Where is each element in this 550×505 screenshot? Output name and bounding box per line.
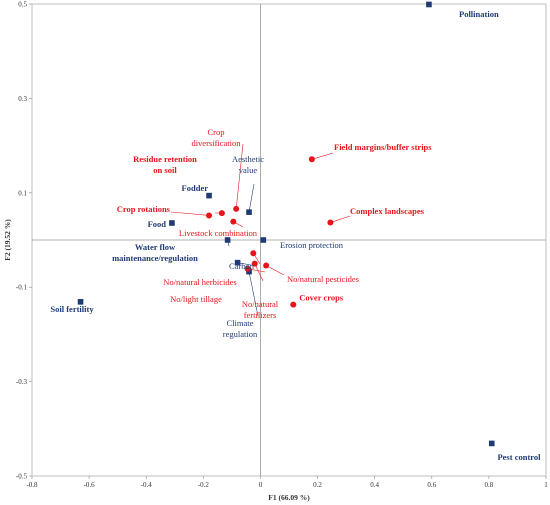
label-line: Fodder bbox=[182, 183, 209, 193]
service-point-label: Aesthetic value bbox=[232, 154, 264, 175]
leader-line bbox=[248, 271, 259, 317]
x-tick-label: 0.8 bbox=[485, 481, 494, 489]
label-line: Erosion protection bbox=[280, 240, 344, 250]
point-labels: Pollination Pest control Soil fertility Foo… bbox=[50, 9, 541, 462]
practice-point-marker bbox=[308, 156, 315, 163]
label-line: Field margins/buffer strips bbox=[334, 142, 432, 152]
axes: -0.8 -0.6 -0.4 -0.2 0 0.2 0.4 0.6 0.8 1 -0.5 -0.3 -0… bbox=[16, 1, 548, 490]
label-line: Cover crops bbox=[299, 293, 344, 303]
label-line: Pollination bbox=[459, 9, 499, 19]
practice-point-label: Cover crops bbox=[299, 293, 344, 303]
practice-point-marker bbox=[290, 301, 297, 308]
label-line: No/natural bbox=[242, 299, 279, 309]
practice-point-label: Livestock combination bbox=[179, 228, 258, 238]
practice-point-marker bbox=[218, 210, 225, 217]
leader-line bbox=[311, 152, 334, 160]
label-line: fertilizers bbox=[244, 310, 277, 320]
service-point-label: Pollination bbox=[459, 9, 499, 19]
x-tick-label: -0.8 bbox=[26, 481, 38, 489]
label-line: on soil bbox=[153, 165, 177, 175]
practice-point-marker bbox=[250, 250, 257, 257]
service-point-marker bbox=[488, 440, 495, 447]
label-line: Livestock combination bbox=[179, 228, 258, 238]
y-tick-label: 0.5 bbox=[18, 1, 27, 9]
service-point-label: Pest control bbox=[497, 452, 541, 462]
label-line: diversification bbox=[191, 138, 241, 148]
service-point-marker bbox=[260, 237, 267, 243]
practice-point-label: No/natural fertilizers bbox=[242, 299, 279, 320]
service-point-marker bbox=[246, 268, 252, 275]
x-tick-label: 0 bbox=[259, 481, 263, 489]
service-point-marker bbox=[206, 192, 212, 199]
service-point-marker bbox=[169, 220, 175, 226]
label-line: Complex landscapes bbox=[350, 206, 425, 216]
service-point-marker bbox=[246, 209, 252, 215]
label-line: No/natural herbicides bbox=[163, 277, 236, 287]
leader-line bbox=[170, 211, 210, 216]
x-tick-label: 0.2 bbox=[313, 481, 322, 489]
y-tick-label: -0.1 bbox=[16, 284, 28, 292]
label-line: Climate bbox=[227, 318, 254, 328]
service-point-label: Carbon bbox=[229, 261, 255, 271]
x-tick-label: -0.6 bbox=[84, 481, 96, 489]
y-tick-label: 0.3 bbox=[18, 95, 27, 103]
label-line: Water flow bbox=[135, 242, 176, 252]
label-line: Aesthetic bbox=[232, 154, 264, 164]
practice-point-label: Crop diversification bbox=[191, 127, 241, 148]
label-line: Crop rotations bbox=[117, 204, 171, 214]
label-line: No/natural pesticides bbox=[287, 274, 359, 284]
service-point-marker bbox=[234, 259, 241, 266]
practice-point-marker bbox=[244, 265, 251, 272]
label-line: maintenance/regulation bbox=[112, 253, 198, 263]
label-line: No/light tillage bbox=[170, 294, 222, 304]
data-points bbox=[77, 1, 495, 447]
service-point-label: Soil fertility bbox=[50, 304, 94, 314]
leader-line bbox=[248, 183, 255, 213]
practice-point-label: No/natural pesticides bbox=[287, 274, 359, 284]
service-point-marker bbox=[426, 1, 432, 8]
x-tick-label: -0.2 bbox=[198, 481, 210, 489]
y-tick-label: -0.3 bbox=[16, 378, 28, 386]
y-tick-label: -0.5 bbox=[16, 473, 28, 481]
leader-line bbox=[254, 263, 264, 282]
label-line: Soil fertility bbox=[50, 304, 94, 314]
service-point-label: Food bbox=[148, 219, 167, 229]
practice-point-marker bbox=[233, 205, 240, 212]
leader-line bbox=[235, 143, 244, 209]
x-tick-label: 0.4 bbox=[370, 481, 379, 489]
label-line: regulation bbox=[223, 329, 258, 339]
practice-point-label: Crop rotations bbox=[117, 204, 171, 214]
label-line: Pest control bbox=[497, 452, 541, 462]
x-tick-label: 0.6 bbox=[427, 481, 436, 489]
label-line: value bbox=[239, 165, 258, 175]
service-point-label: Water flow maintenance/regulation bbox=[112, 242, 198, 263]
practice-point-marker bbox=[263, 262, 270, 269]
practice-point-marker bbox=[230, 218, 237, 225]
y-tick-label: 0.1 bbox=[18, 189, 27, 197]
label-line: Crop bbox=[208, 127, 225, 137]
x-tick-label: -0.4 bbox=[141, 481, 153, 489]
label-line: Food bbox=[148, 219, 167, 229]
practice-point-marker bbox=[327, 219, 334, 226]
practice-point-label: Complex landscapes bbox=[350, 206, 425, 216]
practice-point-label: No/natural herbicides bbox=[163, 277, 236, 287]
service-point-label: Climate regulation bbox=[223, 318, 258, 339]
leader-line bbox=[330, 215, 351, 223]
leader-line bbox=[266, 265, 285, 276]
service-point-marker bbox=[224, 237, 231, 243]
service-point-label: Erosion protection bbox=[280, 240, 344, 250]
practice-point-marker bbox=[251, 260, 258, 267]
practice-point-label: No/light tillage bbox=[170, 294, 222, 304]
label-line: Residue retention bbox=[133, 154, 197, 164]
practice-point-label: Field margins/buffer strips bbox=[334, 142, 432, 152]
practice-point-label: Residue retention on soil bbox=[133, 154, 197, 175]
service-point-marker bbox=[77, 299, 84, 305]
label-line: Carbon bbox=[229, 261, 255, 271]
practice-point-marker bbox=[206, 212, 213, 219]
x-tick-label: 1 bbox=[544, 481, 548, 489]
x-axis-title: F1 (66.09 %) bbox=[268, 493, 310, 502]
service-point-label: Fodder bbox=[182, 183, 209, 193]
y-axis-title: F2 (19.52 %) bbox=[3, 219, 12, 261]
